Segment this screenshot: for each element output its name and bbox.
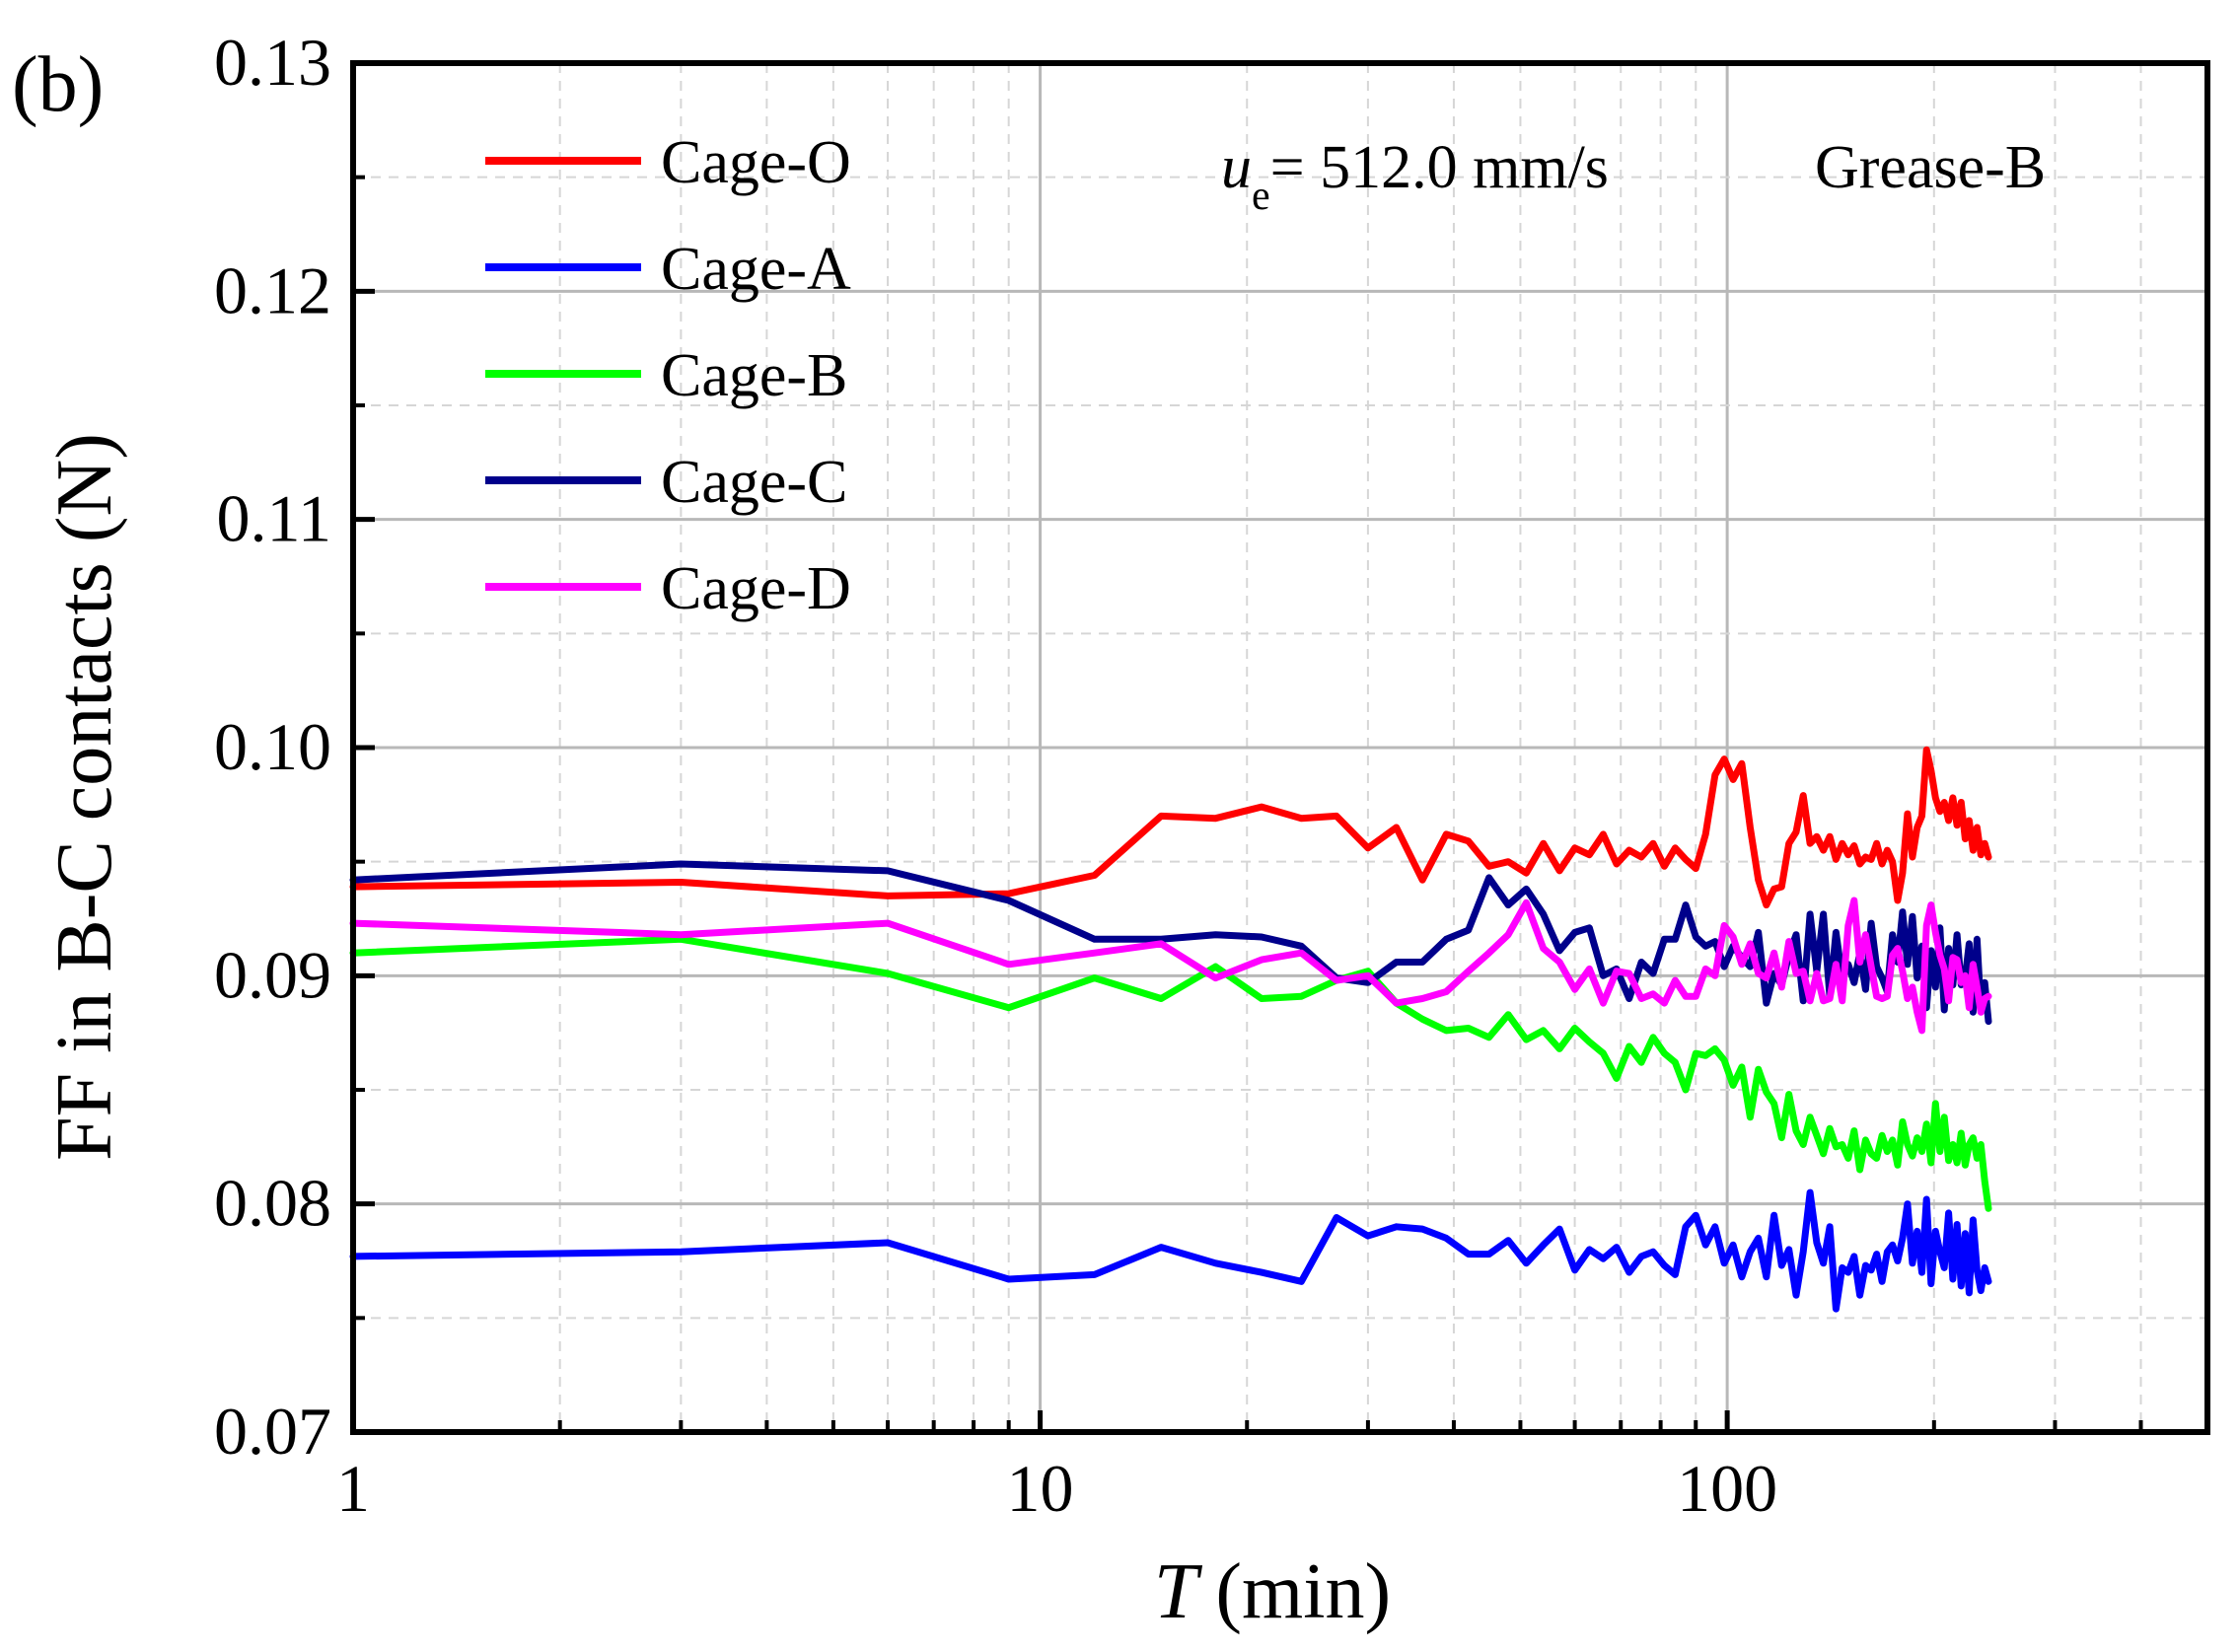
- x-axis-symbol: T: [1154, 1548, 1203, 1635]
- axis-tick-labels: 0.07 0.08 0.09 0.10 0.11 0.12 0.13 1 10 100: [214, 25, 1777, 1526]
- grease-label: Grease-B: [1815, 134, 2046, 201]
- y-tick-label: 0.10: [214, 709, 331, 784]
- series-line-cage-o: [349, 746, 1992, 909]
- axis-ticks: [353, 60, 2143, 1435]
- speed-symbol: u: [1221, 134, 1252, 201]
- x-axis-unit: (min): [1215, 1548, 1391, 1635]
- x-tick-label: 100: [1677, 1451, 1777, 1526]
- legend-label-cage-a: Cage-A: [661, 236, 851, 303]
- y-tick-label: 0.09: [214, 937, 331, 1012]
- series-line-cage-b: [349, 935, 1992, 1212]
- legend-label-cage-c: Cage-C: [661, 449, 847, 516]
- legend-label-cage-b: Cage-B: [661, 342, 847, 409]
- data-series: [349, 746, 1992, 1313]
- y-tick-label: 0.13: [214, 25, 331, 100]
- legend: Cage-O Cage-A Cage-B Cage-C Cage-D: [485, 129, 851, 622]
- x-axis-title: T (min): [1154, 1548, 1391, 1635]
- y-tick-label: 0.12: [214, 252, 331, 327]
- y-tick-label: 0.07: [214, 1394, 331, 1469]
- series-line-cage-a: [349, 1188, 1992, 1313]
- grid-lines: [353, 63, 2207, 1432]
- x-tick-label: 1: [336, 1451, 370, 1526]
- x-tick-label: 10: [1007, 1451, 1074, 1526]
- y-tick-label: 0.11: [217, 481, 331, 556]
- series-line-cage-d: [349, 897, 1992, 1035]
- legend-label-cage-o: Cage-O: [661, 129, 851, 196]
- panel-label: (b): [12, 41, 104, 128]
- speed-subscript: e: [1252, 174, 1270, 219]
- speed-value: = 512.0 mm/s: [1270, 134, 1609, 201]
- y-tick-label: 0.08: [214, 1166, 331, 1241]
- legend-label-cage-d: Cage-D: [661, 555, 851, 622]
- y-axis-title: FF in B-C contacts (N): [41, 433, 128, 1161]
- speed-annotation: ue= 512.0 mm/s: [1221, 134, 1609, 219]
